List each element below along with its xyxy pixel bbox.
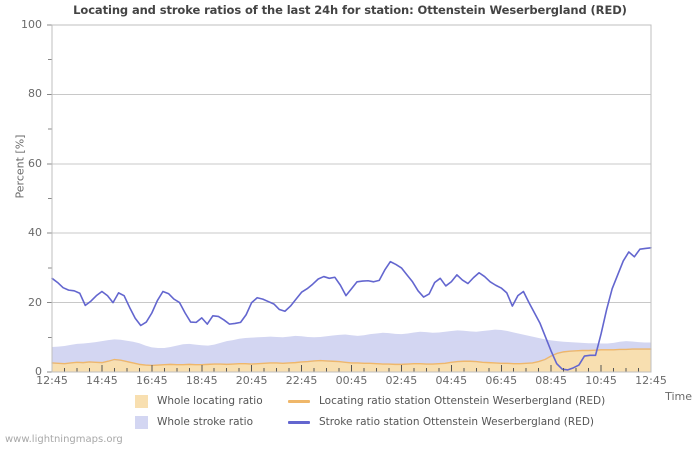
legend-item-locating-ratio-station: Locating ratio station Ottenstein Weserb…	[288, 392, 605, 410]
x-tick-label: 14:45	[86, 374, 118, 387]
x-tick-label: 00:45	[335, 374, 368, 387]
legend-line-locating-ratio-station	[288, 399, 310, 403]
x-tick-label: 08:45	[535, 374, 567, 387]
y-tick-label: 20	[28, 295, 42, 309]
axis-ticks	[47, 24, 652, 373]
legend-label-whole-locating-ratio: Whole locating ratio	[157, 395, 263, 407]
x-tick-label: 10:45	[585, 374, 617, 387]
x-tick-label: 04:45	[435, 374, 468, 387]
legend-item-whole-stroke-ratio: Whole stroke ratio	[135, 413, 253, 431]
y-tick-label: 80	[28, 87, 42, 101]
y-tick-label: 60	[28, 156, 42, 170]
y-tick-label: 40	[28, 226, 42, 240]
footer-url: www.lightningmaps.org	[5, 434, 123, 445]
x-tick-label: 12:45	[36, 374, 68, 387]
legend-swatch-whole-locating-ratio	[135, 394, 148, 408]
chart-legend: Whole locating ratio Whole stroke ratio …	[0, 392, 700, 432]
y-tick-label: 0	[35, 365, 42, 378]
x-tick-label: 16:45	[135, 374, 168, 387]
x-tick-label: 12:45	[635, 374, 667, 387]
x-tick-label: 20:45	[235, 374, 268, 387]
legend-item-stroke-ratio-station: Stroke ratio station Ottenstein Weserber…	[288, 413, 594, 431]
x-axis-label: Time	[665, 390, 692, 403]
gridlines	[52, 24, 651, 304]
x-tick-label: 06:45	[485, 374, 518, 387]
chart-title: Locating and stroke ratios of the last 2…	[73, 3, 627, 17]
legend-swatch-whole-stroke-ratio	[135, 415, 148, 429]
legend-label-locating-ratio-station: Locating ratio station Ottenstein Weserb…	[319, 395, 606, 407]
legend-item-whole-locating-ratio: Whole locating ratio	[135, 392, 263, 410]
x-tick-label: 22:45	[285, 374, 318, 387]
x-tick-label: 02:45	[385, 374, 418, 387]
legend-label-whole-stroke-ratio: Whole stroke ratio	[157, 416, 253, 428]
axis-frame	[51, 24, 652, 373]
legend-line-stroke-ratio-station	[288, 420, 310, 424]
y-tick-label: 100	[21, 18, 42, 31]
legend-label-stroke-ratio-station: Stroke ratio station Ottenstein Weserber…	[319, 416, 594, 428]
x-tick-label: 18:45	[185, 374, 218, 387]
